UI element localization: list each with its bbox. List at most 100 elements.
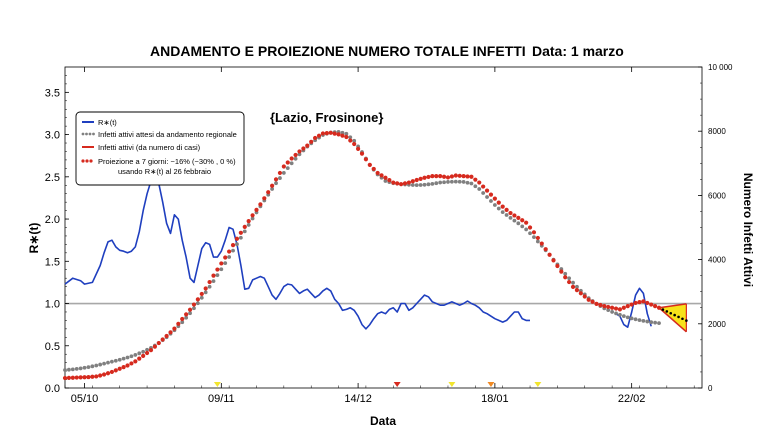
- expected-point: [457, 179, 462, 184]
- active-point: [109, 369, 114, 375]
- expected-point: [520, 224, 525, 229]
- active-point: [348, 138, 353, 143]
- expected-point: [453, 179, 458, 184]
- legend-box: [75, 111, 245, 186]
- active-point: [203, 286, 208, 291]
- expected-point: [192, 306, 196, 311]
- active-point: [332, 131, 337, 136]
- expected-point: [293, 156, 298, 161]
- event-marker: [534, 382, 542, 387]
- expected-point: [231, 248, 235, 253]
- expected-point: [98, 362, 103, 367]
- active-point: [629, 302, 634, 307]
- expected-point: [242, 229, 247, 234]
- active-point: [301, 146, 306, 151]
- active-point: [207, 279, 212, 285]
- active-point: [426, 174, 431, 180]
- active-point: [488, 192, 494, 197]
- expected-point: [410, 183, 415, 187]
- active-point: [449, 174, 454, 179]
- active-point: [406, 180, 412, 185]
- active-point: [94, 374, 99, 379]
- expected-point: [289, 161, 294, 166]
- active-point: [238, 230, 243, 235]
- legend-swatch-expected-2: [85, 132, 88, 136]
- active-point: [656, 305, 662, 310]
- active-point: [520, 218, 525, 223]
- active-point: [270, 183, 275, 188]
- expected-point: [63, 368, 67, 372]
- active-point: [363, 157, 369, 162]
- active-point: [219, 261, 224, 266]
- active-point: [438, 174, 443, 179]
- active-point: [613, 306, 619, 311]
- expected-point: [637, 318, 642, 323]
- active-point: [324, 131, 329, 136]
- active-point: [492, 196, 497, 201]
- left-tick-label: 0.0: [45, 383, 60, 395]
- active-point: [289, 156, 294, 161]
- active-point: [215, 267, 220, 272]
- active-point: [316, 133, 322, 138]
- expected-point: [465, 180, 470, 185]
- expected-point: [422, 182, 427, 187]
- active-point: [66, 375, 72, 380]
- active-point: [481, 184, 486, 189]
- active-point: [293, 152, 298, 158]
- active-point: [473, 177, 478, 182]
- expected-point: [113, 358, 118, 363]
- active-point: [527, 225, 533, 230]
- active-point: [98, 373, 103, 378]
- expected-point: [508, 215, 513, 220]
- active-point: [90, 374, 95, 379]
- active-point: [653, 304, 658, 309]
- expected-point: [348, 135, 353, 140]
- expected-point: [184, 315, 189, 320]
- projection-central-point: [673, 313, 676, 317]
- x-axis: 05/10 09/11 14/12 18/01 22/02: [64, 67, 695, 405]
- active-point: [410, 179, 415, 184]
- active-point: [555, 263, 560, 269]
- expected-point: [297, 152, 302, 157]
- projection-central-point: [669, 311, 673, 315]
- expected-point: [129, 354, 134, 359]
- expected-point: [532, 235, 536, 240]
- expected-point: [618, 312, 622, 317]
- active-point: [223, 255, 228, 260]
- active-point: [500, 204, 505, 209]
- active-point: [313, 135, 318, 141]
- expected-point: [477, 187, 482, 191]
- active-point: [398, 182, 404, 187]
- active-point: [113, 368, 118, 373]
- expected-point: [563, 271, 568, 276]
- legend-label-projection-sub: usando R∗(t) al 26 febbraio: [118, 167, 211, 176]
- active-point: [258, 202, 263, 207]
- expected-point: [535, 239, 540, 244]
- projection-lower-line: [658, 307, 687, 333]
- expected-point: [614, 311, 618, 316]
- event-marker: [393, 382, 401, 387]
- active-point: [148, 348, 154, 353]
- active-point: [379, 173, 384, 178]
- active-point: [543, 247, 548, 252]
- active-point: [469, 174, 474, 179]
- active-point: [86, 374, 91, 380]
- active-point: [574, 287, 580, 293]
- left-tick-label: 0.5: [45, 341, 60, 353]
- expected-point: [344, 131, 349, 136]
- expected-point: [485, 195, 489, 199]
- right-tick-label: 10 000: [708, 63, 733, 72]
- expected-point: [67, 367, 71, 372]
- active-point: [524, 220, 529, 225]
- active-point: [610, 305, 615, 310]
- active-series: [62, 130, 662, 381]
- legend-swatch-projection-1: [81, 159, 85, 163]
- active-point: [152, 344, 157, 349]
- active-point: [594, 301, 599, 306]
- active-point: [277, 170, 283, 176]
- active-point: [254, 207, 259, 212]
- expected-point: [524, 227, 529, 232]
- active-point: [344, 134, 349, 140]
- active-point: [172, 326, 177, 331]
- active-point: [395, 181, 400, 186]
